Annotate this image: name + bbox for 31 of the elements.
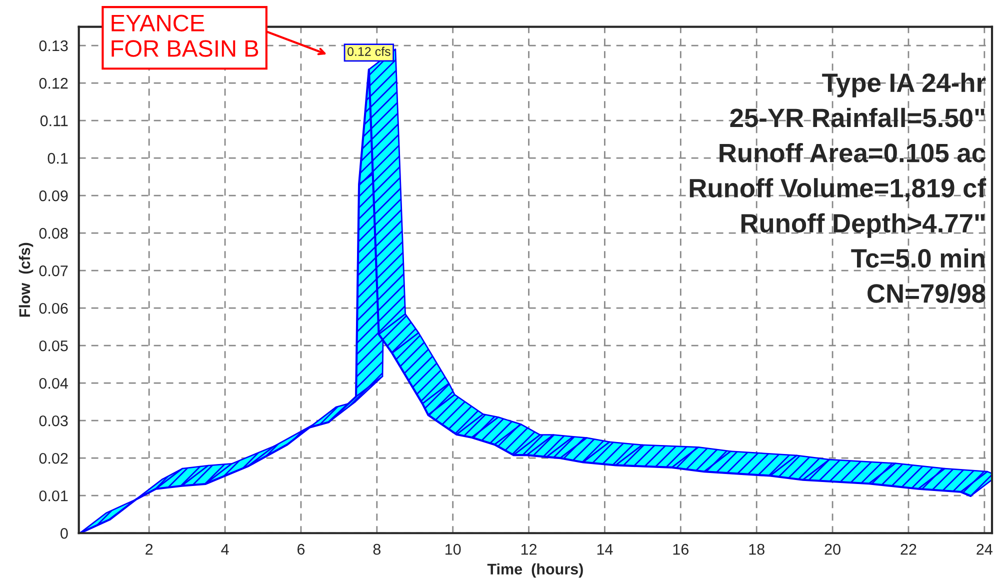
y-tick-label: 0.07: [39, 265, 68, 276]
x-tick-label: 2: [146, 544, 153, 555]
x-axis-title: Time (hours): [487, 563, 583, 578]
annotation: 0.12 cfs: [348, 46, 390, 56]
x-tick-label: 10: [446, 544, 461, 555]
y-tick-label: 0.12: [39, 78, 68, 89]
y-tick-label: 0.06: [39, 302, 68, 314]
x-tick-label: 18: [749, 544, 764, 555]
y-tick-label: 0.03: [39, 415, 68, 426]
x-tick-label: 6: [297, 544, 305, 555]
x-tick-label: 12: [521, 544, 537, 555]
annotation: EYANCE FOR BASIN B: [112, 14, 258, 57]
y-tick-label: 0.08: [39, 228, 68, 239]
x-tick-label: 20: [824, 544, 840, 555]
y-tick-label: 0.09: [39, 190, 68, 202]
y-tick-label: 0.11: [40, 115, 68, 126]
y-tick-label: 0.1: [48, 152, 68, 164]
y-tick-label: 0.02: [39, 452, 68, 464]
y-tick-label: 0: [60, 528, 68, 539]
x-tick-label: 22: [900, 544, 916, 555]
x-tick-label: 14: [597, 544, 613, 555]
y-tick-label: 0.13: [39, 40, 68, 52]
x-tick-label: 4: [221, 544, 229, 555]
x-tick-label: 8: [373, 544, 380, 555]
x-tick-label: 24: [976, 544, 992, 555]
y-axis-title: Flow (cfs): [18, 242, 34, 317]
x-tick-label: 16: [673, 544, 688, 555]
y-tick-label: 0.04: [39, 378, 68, 389]
y-tick-label: 0.01: [39, 490, 68, 502]
y-tick-label: 0.05: [39, 340, 68, 352]
annotation: Type IA 24-hr 25-YR Rainfall=5.50" Runoff Area=0.105 ac Runoff Volume=1,819 cf Runoff Depth>4.77" Tc=5.0 min CN=79/98: [690, 72, 986, 304]
